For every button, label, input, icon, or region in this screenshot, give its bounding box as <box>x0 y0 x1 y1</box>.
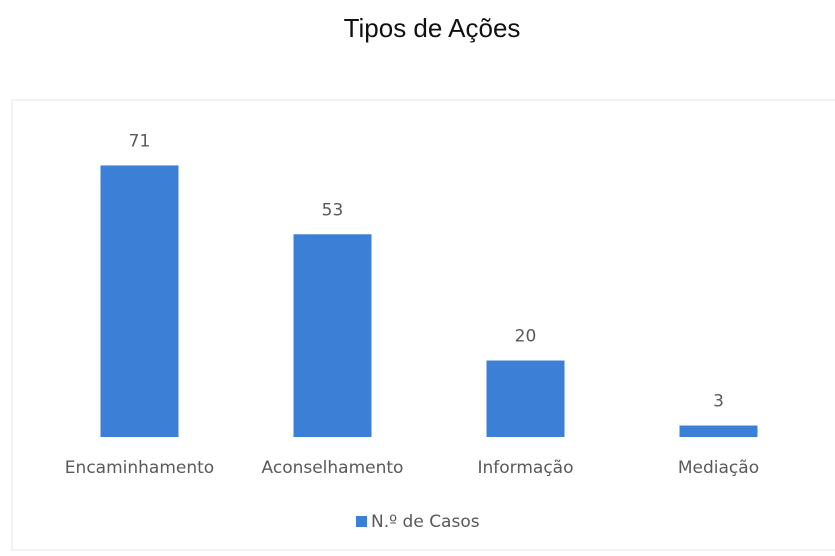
bar <box>293 234 372 437</box>
data-label: 3 <box>713 392 724 412</box>
x-tick-label: Aconselhamento <box>262 458 404 478</box>
x-tick-label: Mediação <box>678 458 759 478</box>
data-label: 20 <box>515 327 537 347</box>
data-label: 53 <box>322 200 344 220</box>
bar <box>679 425 758 437</box>
bar <box>100 165 179 438</box>
legend-swatch <box>356 516 367 527</box>
legend-label: N.º de Casos <box>371 512 480 532</box>
x-tick-label: Encaminhamento <box>65 458 214 478</box>
x-tick-label: Informação <box>477 458 573 478</box>
data-label: 71 <box>129 131 151 151</box>
bar <box>486 360 565 437</box>
chart-title: Tipos de Ações <box>344 13 521 43</box>
